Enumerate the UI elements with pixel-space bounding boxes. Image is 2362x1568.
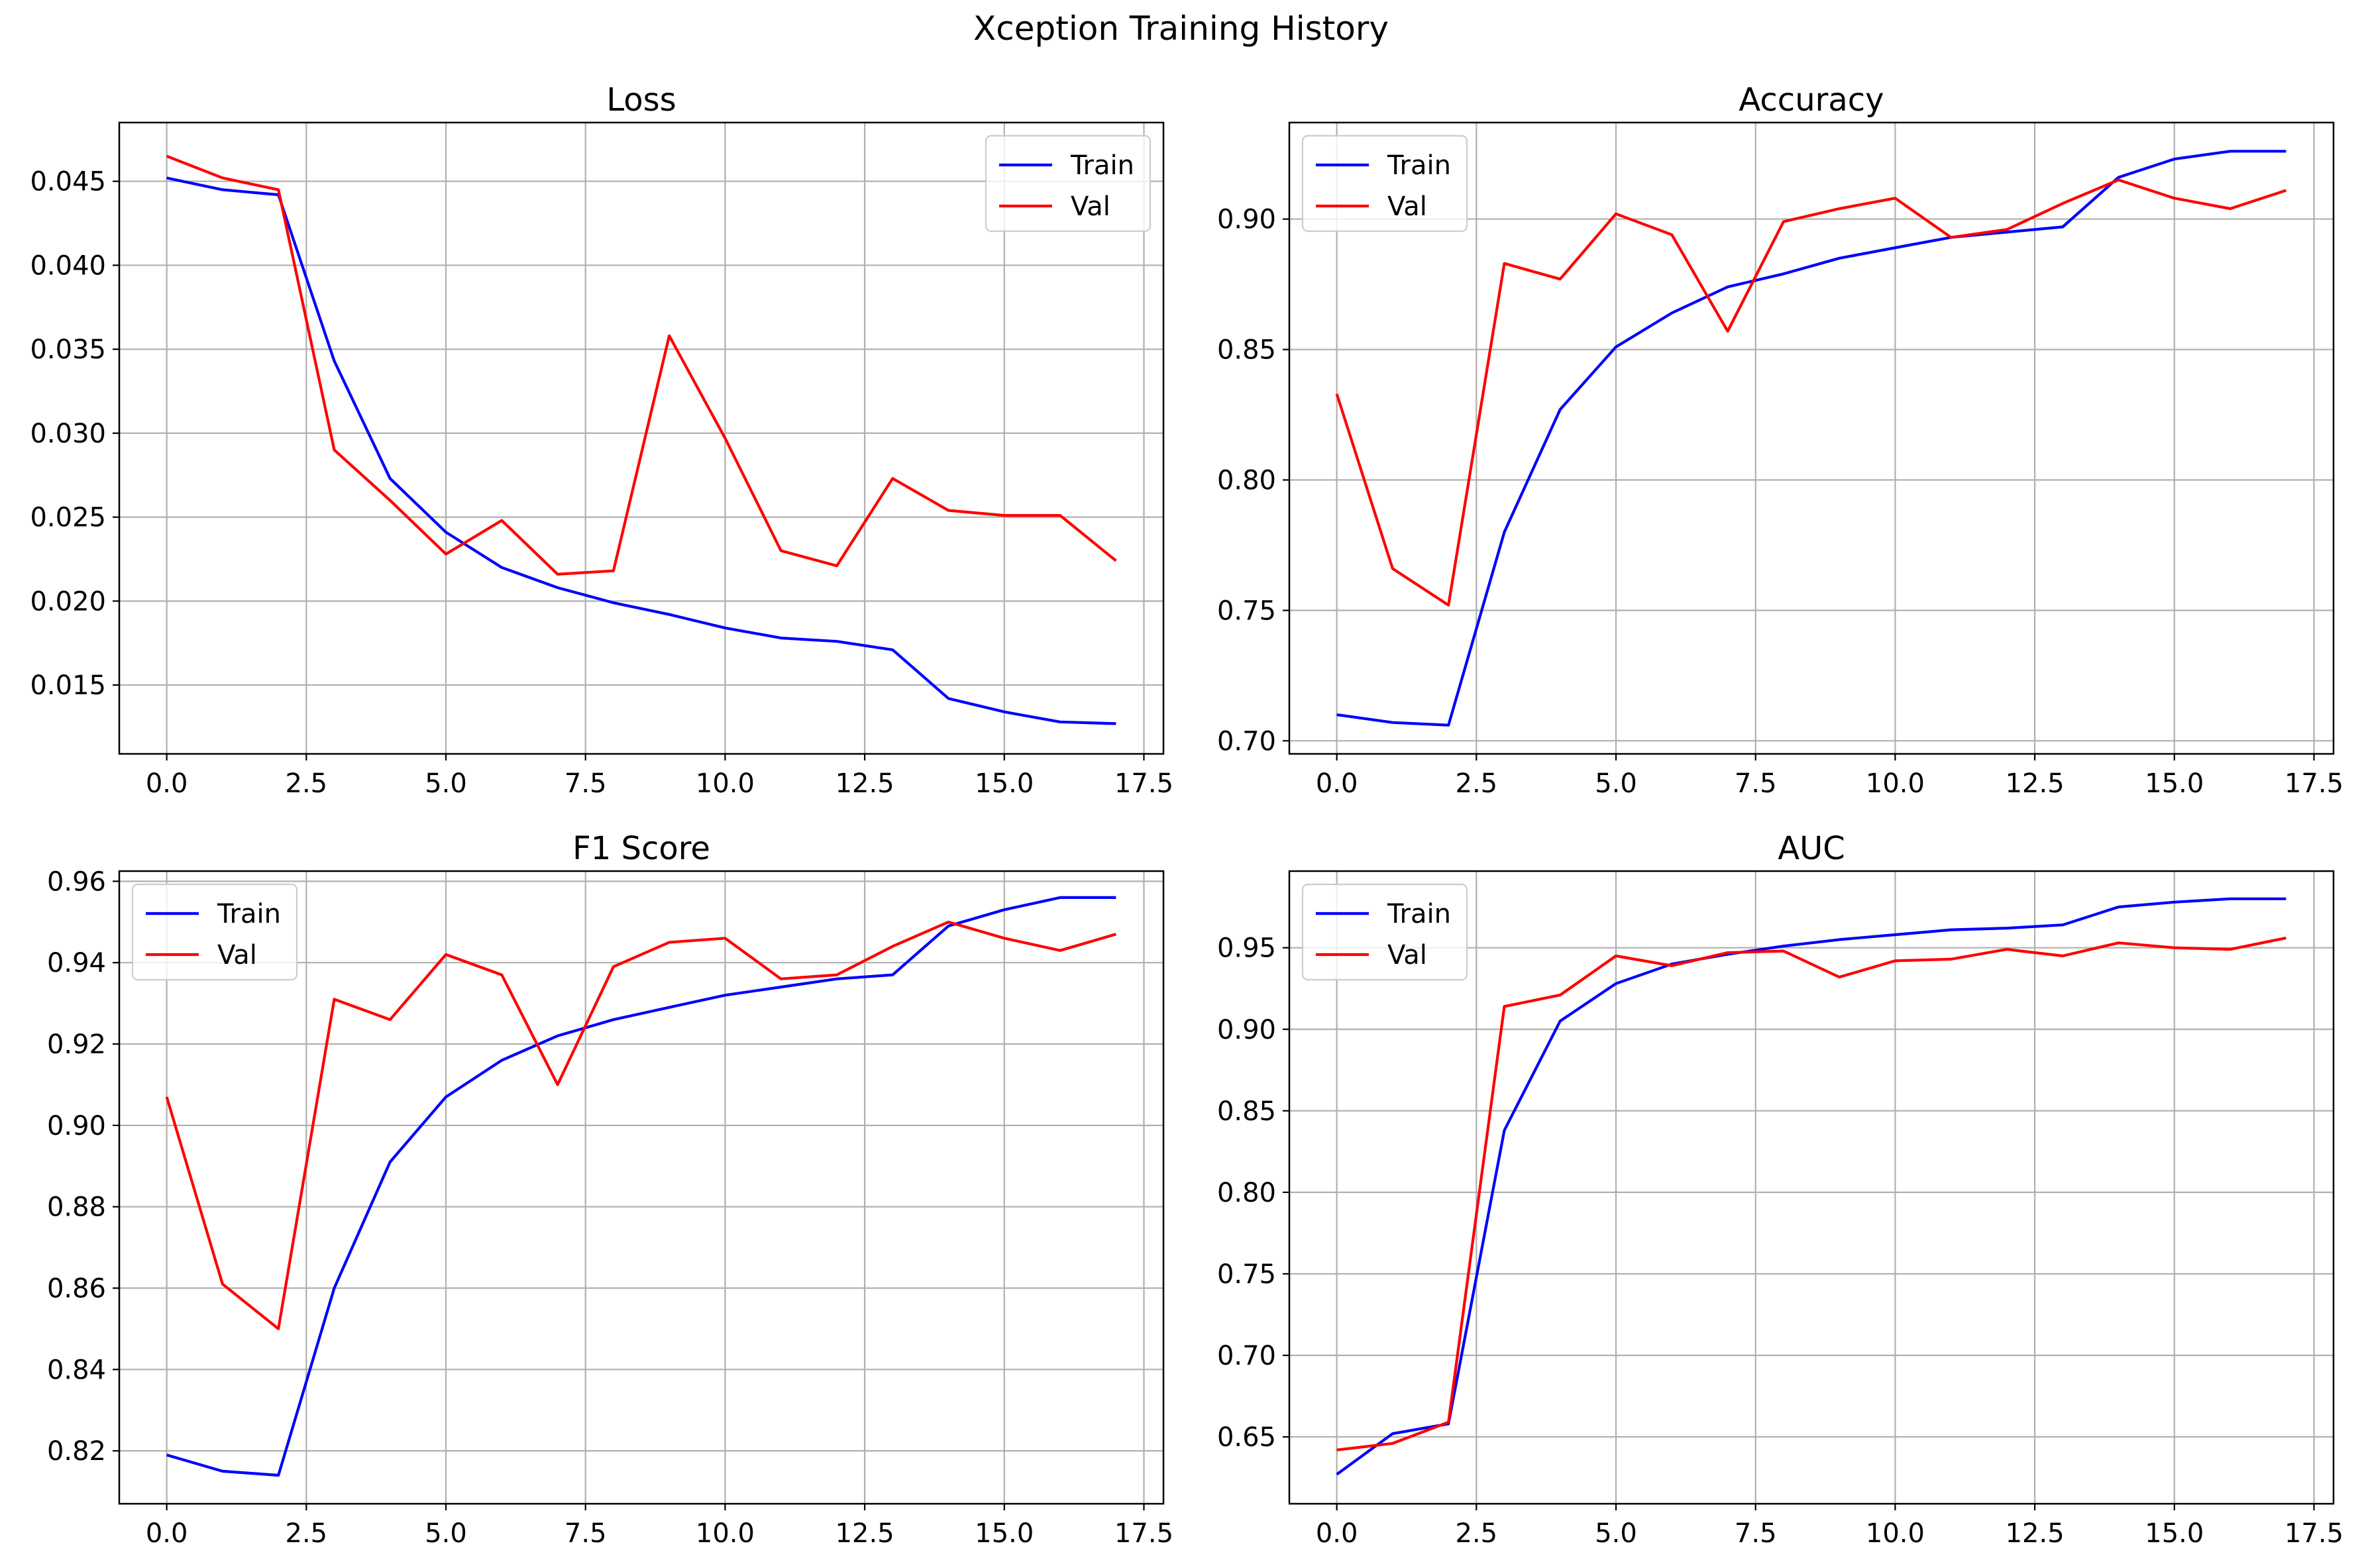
y-tick-label: 0.045 bbox=[30, 167, 106, 197]
chart-panel-1: 0.0 2.5 5.0 7.5 10.0 12.5 15.0 17.5 0.70 0.75 0.80… bbox=[1217, 81, 2343, 799]
y-tick-label: 0.75 bbox=[1217, 596, 1276, 626]
y-tick-label: 0.86 bbox=[47, 1274, 106, 1304]
chart-title: Loss bbox=[606, 81, 676, 119]
legend-label-train: Train bbox=[217, 899, 281, 929]
legend-label-val: Val bbox=[1387, 940, 1427, 970]
x-tick-label: 0.0 bbox=[146, 768, 188, 799]
x-tick-label: 12.5 bbox=[835, 1518, 894, 1549]
series-line-train bbox=[1336, 897, 2286, 1476]
x-tick-label: 2.5 bbox=[1456, 768, 1498, 799]
y-tick-label: 0.80 bbox=[1217, 466, 1276, 496]
x-tick-label: 15.0 bbox=[2145, 768, 2204, 799]
legend: Train Val bbox=[1301, 883, 1468, 981]
legend-label-train: Train bbox=[1070, 150, 1134, 181]
y-tick-label: 0.80 bbox=[1217, 1178, 1276, 1208]
series-line-train bbox=[166, 896, 1116, 1477]
x-tick-label: 15.0 bbox=[2145, 1518, 2204, 1549]
chart-panel-0: 0.0 2.5 5.0 7.5 10.0 12.5 15.0 17.5 0.015 0.020 0.… bbox=[30, 81, 1173, 799]
series-line-val bbox=[1335, 178, 2287, 607]
y-tick-label: 0.65 bbox=[1217, 1422, 1276, 1453]
y-tick-label: 0.82 bbox=[47, 1436, 106, 1467]
x-tick-label: 10.0 bbox=[1866, 1518, 1925, 1549]
x-tick-label: 5.0 bbox=[425, 768, 467, 799]
y-tick-label: 0.030 bbox=[30, 419, 106, 449]
y-tick-label: 0.025 bbox=[30, 503, 106, 533]
y-tick-label: 0.94 bbox=[47, 948, 106, 978]
chart-title: F1 Score bbox=[572, 830, 710, 867]
x-tick-label: 5.0 bbox=[1595, 768, 1637, 799]
axes-frame bbox=[118, 870, 1165, 1505]
x-tick-label: 12.5 bbox=[2006, 768, 2065, 799]
y-tick-label: 0.70 bbox=[1217, 726, 1276, 757]
legend: Train Val bbox=[1301, 134, 1468, 233]
figure-title: Xception Training History bbox=[973, 9, 1389, 48]
x-tick-label: 17.5 bbox=[1114, 1518, 1173, 1549]
y-tick-label: 0.90 bbox=[47, 1111, 106, 1141]
x-tick-label: 15.0 bbox=[975, 768, 1034, 799]
legend: Train Val bbox=[131, 883, 298, 981]
y-tick-label: 0.90 bbox=[1217, 205, 1276, 235]
x-tick-label: 5.0 bbox=[1595, 1518, 1637, 1549]
x-tick-label: 7.5 bbox=[1735, 1518, 1777, 1549]
x-tick-label: 2.5 bbox=[286, 768, 328, 799]
series-line-train bbox=[1336, 150, 2286, 727]
series-line-val bbox=[165, 920, 1116, 1331]
y-tick-label: 0.020 bbox=[30, 586, 106, 617]
x-tick-label: 15.0 bbox=[975, 1518, 1034, 1549]
chart-title: AUC bbox=[1778, 830, 1845, 867]
y-tick-label: 0.015 bbox=[30, 670, 106, 701]
y-tick-label: 0.88 bbox=[47, 1192, 106, 1223]
x-tick-label: 7.5 bbox=[564, 768, 607, 799]
x-tick-label: 17.5 bbox=[2284, 1518, 2343, 1549]
legend-label-train: Train bbox=[1387, 899, 1451, 929]
y-tick-label: 0.70 bbox=[1217, 1341, 1276, 1371]
legend-label-val: Val bbox=[1387, 191, 1427, 222]
x-tick-label: 10.0 bbox=[696, 768, 755, 799]
axes-frame bbox=[1288, 870, 2335, 1505]
x-tick-label: 12.5 bbox=[835, 768, 894, 799]
series-line-val bbox=[1336, 936, 2286, 1451]
y-tick-label: 0.90 bbox=[1217, 1015, 1276, 1045]
legend: Train Val bbox=[985, 134, 1152, 233]
x-tick-label: 17.5 bbox=[1114, 768, 1173, 799]
y-tick-label: 0.84 bbox=[47, 1355, 106, 1385]
y-tick-label: 0.85 bbox=[1217, 1096, 1276, 1127]
legend-label-val: Val bbox=[1071, 191, 1110, 222]
y-tick-label: 0.95 bbox=[1217, 933, 1276, 964]
x-tick-label: 7.5 bbox=[564, 1518, 607, 1549]
axes-frame bbox=[118, 121, 1165, 755]
y-tick-label: 0.035 bbox=[30, 335, 106, 365]
y-tick-label: 0.75 bbox=[1217, 1259, 1276, 1290]
axes-frame bbox=[1288, 121, 2335, 755]
chart-panel-2: 0.0 2.5 5.0 7.5 10.0 12.5 15.0 17.5 0.82 0.84 0.86… bbox=[47, 830, 1173, 1549]
x-tick-label: 2.5 bbox=[1456, 1518, 1498, 1549]
series-line-train bbox=[166, 176, 1116, 725]
x-tick-label: 0.0 bbox=[146, 1518, 188, 1549]
x-tick-label: 0.0 bbox=[1316, 768, 1358, 799]
legend-label-val: Val bbox=[217, 940, 257, 970]
y-tick-label: 0.85 bbox=[1217, 335, 1276, 366]
legend-label-train: Train bbox=[1387, 150, 1451, 181]
series-line-val bbox=[166, 154, 1117, 576]
x-tick-label: 0.0 bbox=[1316, 1518, 1358, 1549]
x-tick-label: 7.5 bbox=[1735, 768, 1777, 799]
x-tick-label: 10.0 bbox=[1866, 768, 1925, 799]
chart-title: Accuracy bbox=[1739, 81, 1884, 119]
x-tick-label: 5.0 bbox=[425, 1518, 467, 1549]
x-tick-label: 10.0 bbox=[696, 1518, 755, 1549]
y-tick-label: 0.96 bbox=[47, 866, 106, 897]
x-tick-label: 17.5 bbox=[2284, 768, 2343, 799]
y-tick-label: 0.040 bbox=[30, 250, 106, 281]
x-tick-label: 12.5 bbox=[2006, 1518, 2065, 1549]
x-tick-label: 2.5 bbox=[286, 1518, 328, 1549]
chart-panel-3: 0.0 2.5 5.0 7.5 10.0 12.5 15.0 17.5 0.65 0.70 0.75… bbox=[1217, 830, 2343, 1549]
y-tick-label: 0.92 bbox=[47, 1029, 106, 1060]
